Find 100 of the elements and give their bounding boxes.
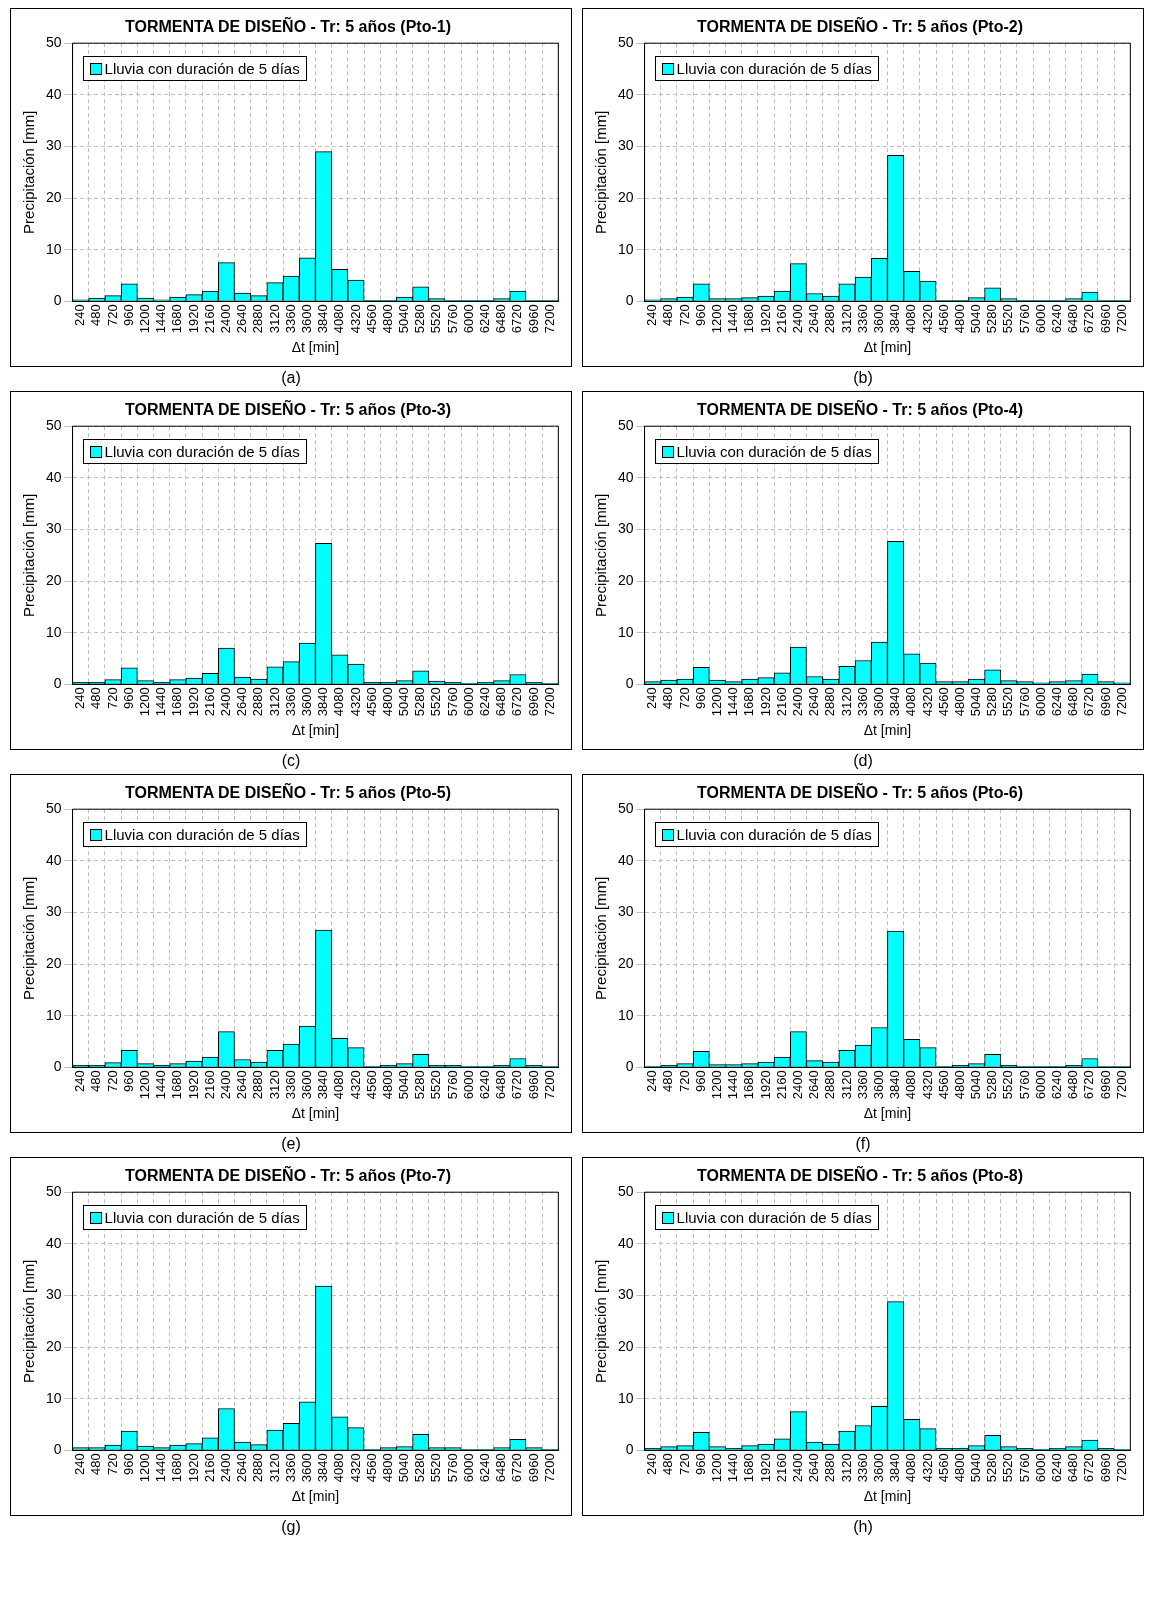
x-tick-label: 2400 <box>217 304 233 334</box>
x-tick-label: 6240 <box>1049 304 1065 334</box>
x-tick-label: 3360 <box>854 1070 870 1100</box>
x-tick-label: 3840 <box>887 687 903 717</box>
x-tick-label: 4800 <box>951 1453 967 1483</box>
x-tick-label: 3120 <box>838 1453 854 1483</box>
y-tick-label: 20 <box>617 954 634 971</box>
x-tick-label: 480 <box>88 1070 104 1092</box>
x-tick-label: 4800 <box>951 304 967 334</box>
x-tick-label: 1680 <box>741 1070 757 1100</box>
x-tick-label: 960 <box>120 687 136 709</box>
chart-title: TORMENTA DE DISEÑO - Tr: 5 años (Pto-1) <box>125 16 451 36</box>
x-tick-label: 1920 <box>185 304 201 334</box>
y-tick-label: 0 <box>625 1058 634 1075</box>
y-tick-label: 40 <box>45 468 62 485</box>
x-tick-label: 7200 <box>541 1070 557 1100</box>
y-tick-label: 40 <box>45 85 62 102</box>
x-tick-label: 5520 <box>1000 687 1016 717</box>
x-tick-label: 6480 <box>1065 1070 1081 1100</box>
y-tick-label: 0 <box>53 1441 62 1458</box>
x-tick-label: 2400 <box>789 1453 805 1483</box>
x-tick-label: 3600 <box>870 687 886 717</box>
x-tick-label: 2400 <box>789 1070 805 1100</box>
x-tick-label: 240 <box>644 304 660 326</box>
x-tick-label: 4320 <box>347 1070 363 1100</box>
y-tick-label: 10 <box>617 1006 634 1023</box>
legend-label: Lluvia con duración de 5 días <box>676 443 872 461</box>
legend-label: Lluvia con duración de 5 días <box>676 1209 872 1227</box>
x-tick-label: 4320 <box>919 1070 935 1100</box>
chart-title: TORMENTA DE DISEÑO - Tr: 5 años (Pto-6) <box>697 782 1023 802</box>
x-tick-label: 1920 <box>185 687 201 717</box>
x-tick-label: 3360 <box>282 304 298 334</box>
x-tick-label: 1920 <box>185 1453 201 1483</box>
x-tick-label: 1920 <box>757 304 773 334</box>
x-tick-label: 4800 <box>379 687 395 717</box>
y-tick-label: 10 <box>617 240 634 257</box>
text: (c) <box>281 752 301 770</box>
x-tick-label: 6960 <box>525 304 541 334</box>
y-tick-label: 30 <box>617 1286 634 1303</box>
y-tick-label: 40 <box>617 468 634 485</box>
x-tick-label: 6720 <box>1081 304 1097 334</box>
x-tick-label: 1920 <box>757 687 773 717</box>
x-tick-label: 5280 <box>412 304 428 334</box>
x-tick-label: 1200 <box>709 687 725 717</box>
x-tick-label: 3120 <box>838 1070 854 1100</box>
x-tick-label: 6960 <box>1097 1453 1113 1483</box>
x-tick-label: 6480 <box>493 304 509 334</box>
x-tick-label: 720 <box>676 687 692 709</box>
x-tick-label: 2880 <box>250 304 266 334</box>
x-axis-title: Δt [min] <box>863 722 912 739</box>
y-axis-title: Precipitación [mm] <box>20 493 38 617</box>
x-tick-label: 1680 <box>169 687 185 717</box>
x-tick-label: 6720 <box>509 687 525 717</box>
x-tick-label: 3600 <box>298 304 314 334</box>
x-tick-label: 2160 <box>201 1070 217 1100</box>
x-tick-label: 6720 <box>1081 1453 1097 1483</box>
x-tick-label: 2640 <box>234 304 250 334</box>
text: (g) <box>281 1518 301 1536</box>
y-tick-label: 40 <box>45 1234 62 1251</box>
x-tick-label: 5280 <box>984 304 1000 334</box>
x-tick-label: 3360 <box>854 687 870 717</box>
x-tick-label: 1440 <box>725 304 741 334</box>
y-axis-title: Precipitación [mm] <box>20 110 38 234</box>
x-tick-label: 720 <box>676 1453 692 1475</box>
x-axis-title: Δt [min] <box>291 1105 340 1122</box>
x-tick-label: 7200 <box>541 1453 557 1483</box>
x-tick-label: 480 <box>660 304 676 326</box>
text: (b) <box>853 369 873 387</box>
x-tick-label: 6480 <box>493 687 509 717</box>
legend-label: Lluvia con duración de 5 días <box>104 60 300 78</box>
x-tick-label: 6240 <box>1049 687 1065 717</box>
x-tick-label: 3840 <box>887 304 903 334</box>
x-tick-label: 5520 <box>428 687 444 717</box>
x-tick-label: 2640 <box>234 1453 250 1483</box>
x-tick-label: 6240 <box>477 304 493 334</box>
legend-label: Lluvia con duración de 5 días <box>676 60 872 78</box>
y-tick-label: 20 <box>617 188 634 205</box>
x-tick-label: 6000 <box>460 304 476 334</box>
x-tick-label: 4560 <box>935 1070 951 1100</box>
x-tick-label: 240 <box>644 687 660 709</box>
x-tick-label: 3840 <box>887 1070 903 1100</box>
x-tick-label: 2880 <box>822 1070 838 1100</box>
y-tick-label: 30 <box>617 903 634 920</box>
y-tick-label: 40 <box>617 85 634 102</box>
y-tick-label: 20 <box>45 954 62 971</box>
x-tick-label: 5760 <box>444 1070 460 1100</box>
x-tick-label: 960 <box>120 1453 136 1475</box>
x-tick-label: 1200 <box>137 304 153 334</box>
y-tick-label: 10 <box>617 1389 634 1406</box>
x-tick-label: 2160 <box>773 304 789 334</box>
x-tick-label: 5040 <box>396 687 412 717</box>
x-tick-label: 4320 <box>919 1453 935 1483</box>
y-tick-label: 0 <box>625 292 634 309</box>
x-axis-title: Δt [min] <box>863 339 912 356</box>
x-tick-label: 3600 <box>298 687 314 717</box>
x-tick-label: 2160 <box>201 687 217 717</box>
legend-label: Lluvia con duración de 5 días <box>104 1209 300 1227</box>
x-tick-label: 5280 <box>412 687 428 717</box>
x-tick-label: 480 <box>660 687 676 709</box>
x-tick-label: 240 <box>72 1453 88 1475</box>
